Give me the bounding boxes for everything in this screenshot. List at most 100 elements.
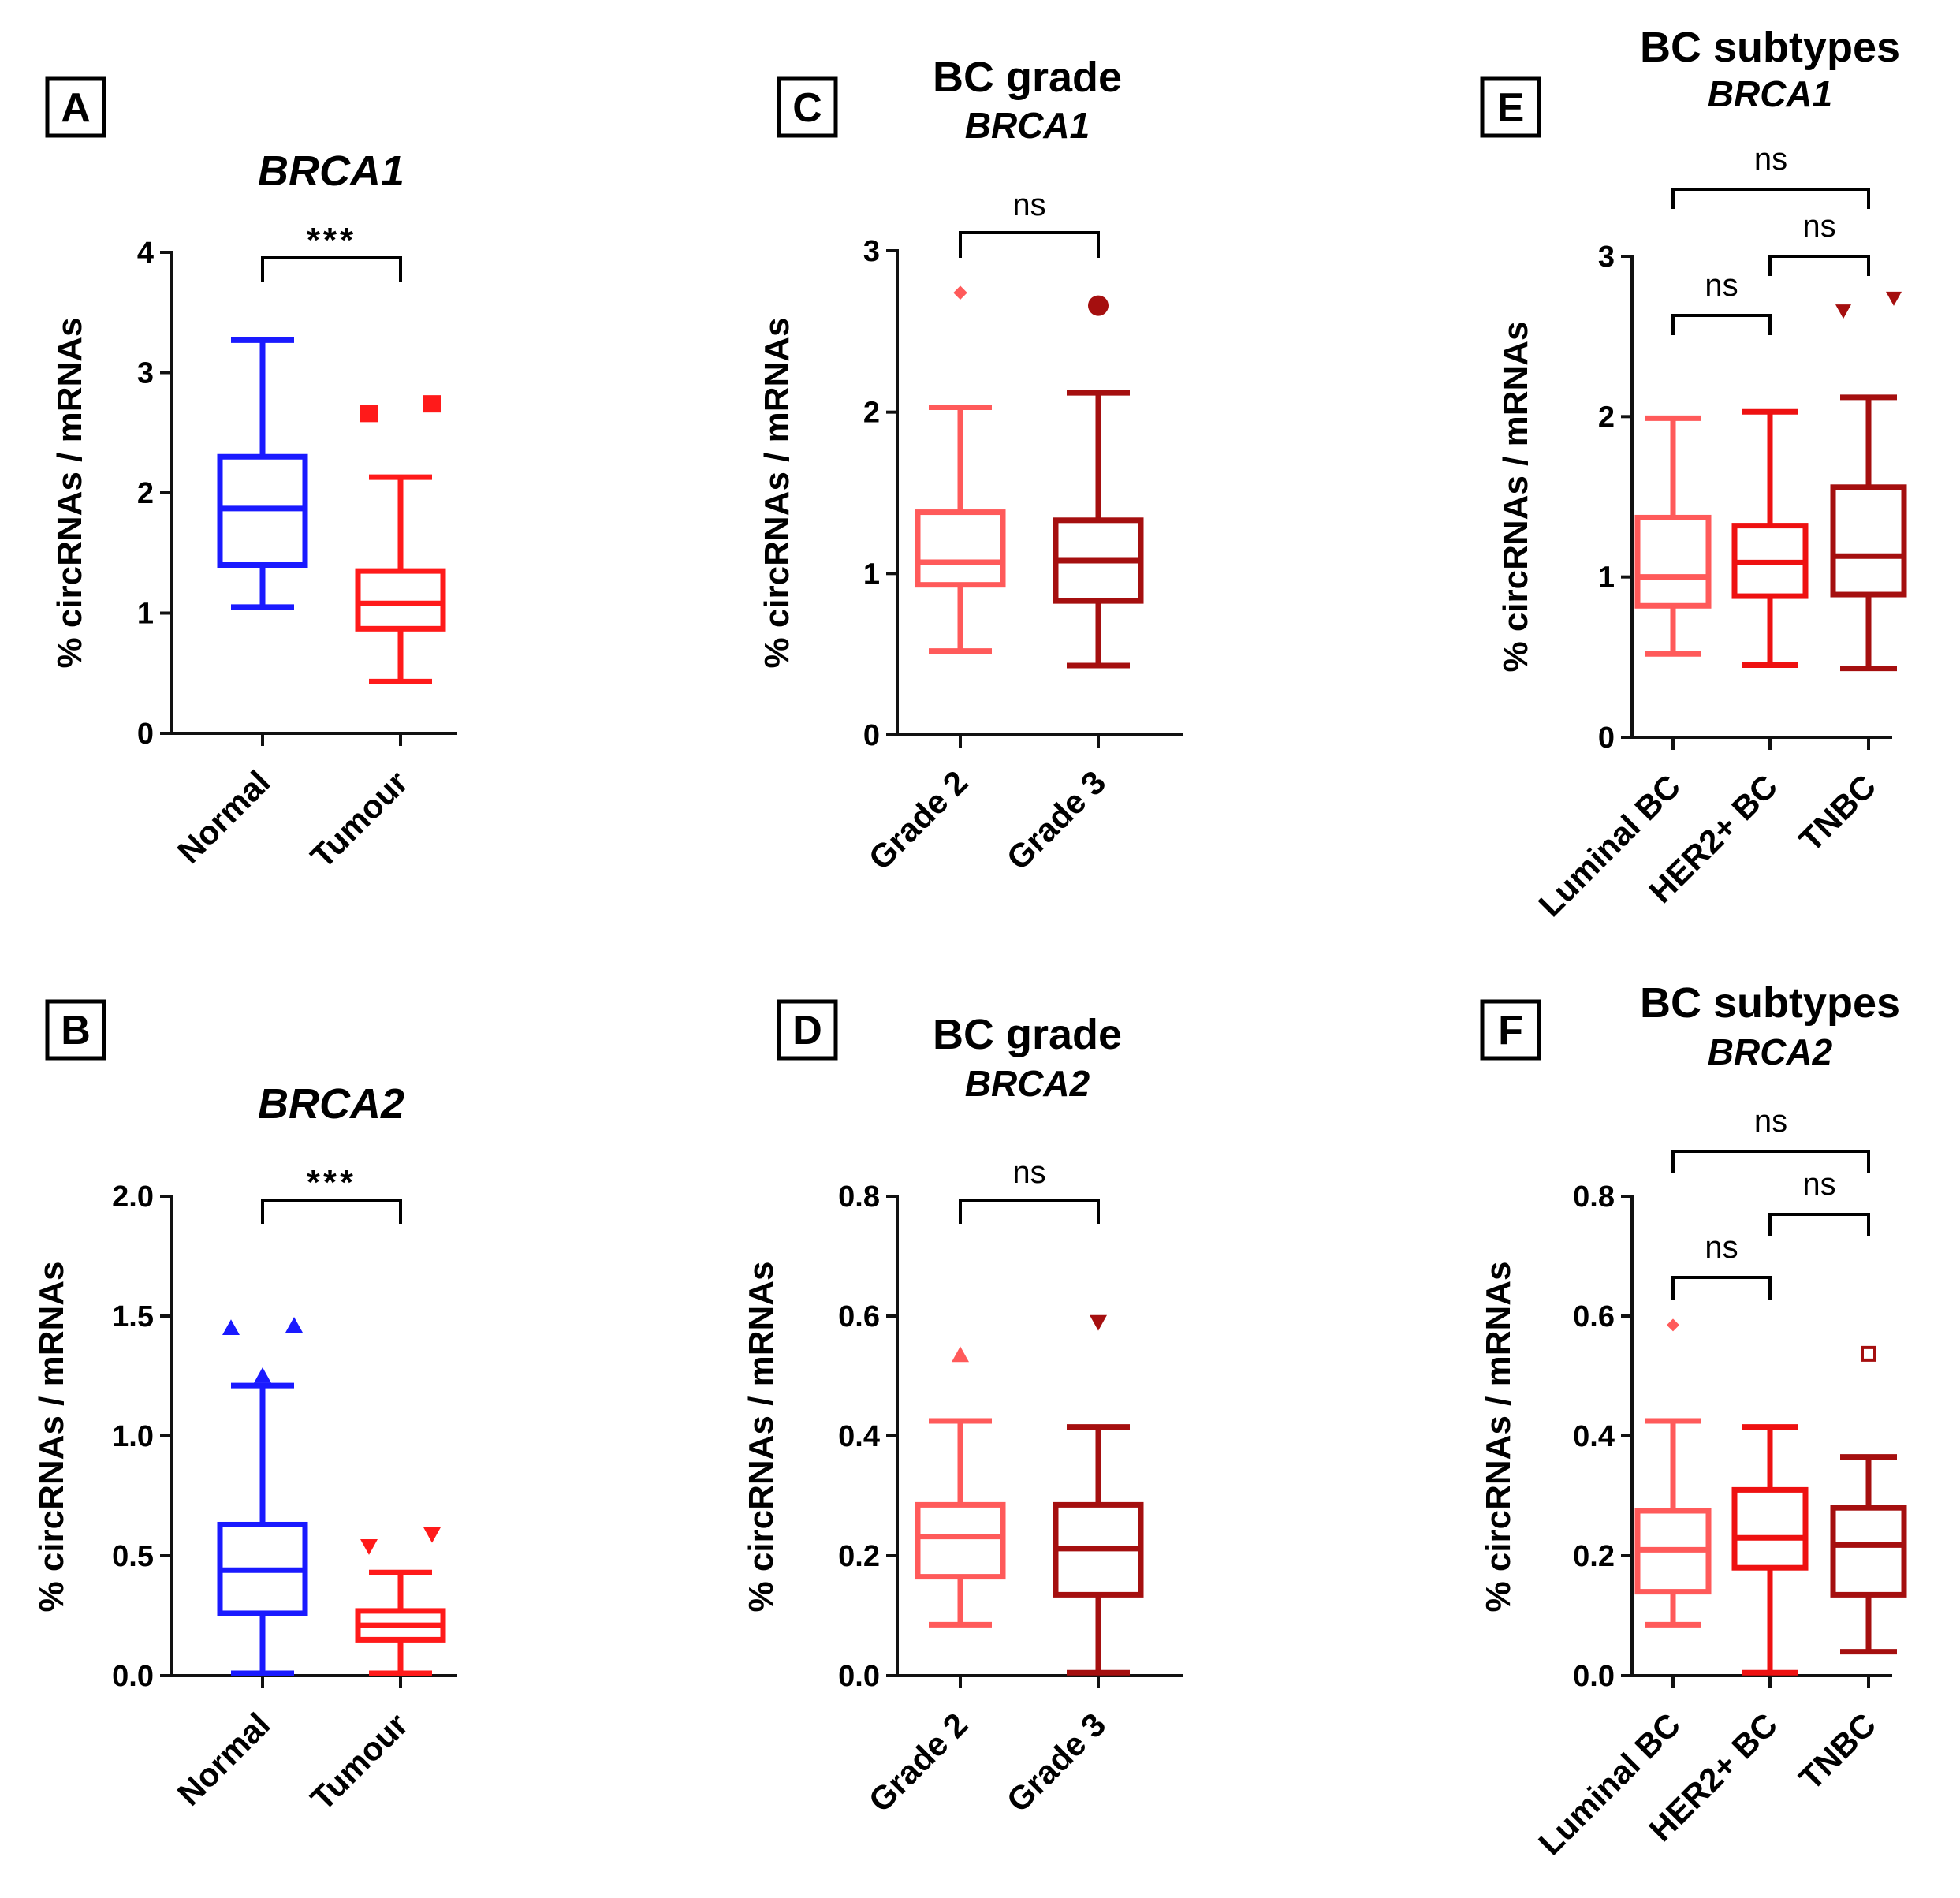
y-tick-label: 2 — [1598, 401, 1615, 434]
box-luminal-bc — [1634, 1318, 1712, 1628]
significance-bracket: ns — [1671, 1104, 1870, 1173]
outlier-point — [360, 405, 378, 423]
significance-label: ns — [1012, 188, 1045, 222]
y-tick-label: 0.5 — [112, 1540, 154, 1573]
y-tick-label: 4 — [137, 237, 154, 270]
bracket-line — [261, 256, 402, 282]
bracket-line — [1671, 314, 1772, 335]
outlier-point — [1835, 304, 1851, 319]
box-normal — [217, 337, 308, 610]
y-tick-label: 0.4 — [838, 1420, 880, 1453]
x-category-label: Tumour — [304, 763, 415, 875]
significance-bracket: *** — [261, 1163, 402, 1224]
x-category-label: TNBC — [1792, 1706, 1884, 1797]
panel-letter: F — [1498, 1008, 1523, 1053]
significance-bracket: ns — [1768, 1167, 1870, 1236]
chart-title: BC subtypes — [1640, 24, 1900, 71]
y-tick-label: 0.2 — [838, 1540, 880, 1573]
y-tick-label: 0 — [137, 718, 154, 751]
y-axis-title: % circRNAs / mRNAs — [742, 1261, 781, 1612]
y-tick-label: 1 — [1598, 561, 1615, 595]
bracket-line — [959, 1199, 1100, 1224]
significance-label: ns — [1754, 142, 1787, 177]
box-iqr — [1731, 1486, 1809, 1571]
x-category-label: TNBC — [1792, 767, 1884, 859]
chart-subtitle: BRCA2 — [965, 1063, 1090, 1104]
significance-label: ns — [1754, 1104, 1787, 1139]
box-iqr — [1830, 1505, 1907, 1598]
outlier-point — [1861, 1345, 1876, 1362]
panel-a: A BRCA1 0 1 2 3 4 % circRNAs / mRNAs Normal Tumou… — [45, 76, 457, 875]
y-tick-label: 0 — [1598, 722, 1615, 755]
box-luminal-bc — [1634, 415, 1712, 657]
box-tnbc — [1830, 1345, 1907, 1655]
y-tick-label: 0.6 — [1573, 1300, 1615, 1333]
box-iqr — [915, 509, 1006, 588]
panel-letter-box — [1480, 76, 1541, 138]
box-iqr — [915, 1501, 1006, 1580]
box-normal — [217, 1317, 308, 1676]
outlier-point — [953, 285, 967, 300]
panel-letter: D — [792, 1008, 822, 1053]
y-tick-label: 2.0 — [112, 1180, 154, 1214]
significance-label: *** — [307, 221, 356, 259]
significance-bracket: ns — [1671, 268, 1772, 335]
box-grade-3 — [1053, 295, 1144, 669]
chart-subtitle: BRCA2 — [1708, 1031, 1833, 1072]
bracket-line — [1671, 1276, 1772, 1300]
panel-letter: B — [61, 1008, 91, 1053]
chart-title: BC grade — [933, 54, 1122, 101]
y-tick-label: 0.0 — [838, 1660, 880, 1693]
outlier-point — [222, 1319, 240, 1335]
y-axis-title: % circRNAs / mRNAs — [758, 317, 796, 668]
y-tick-label: 0.6 — [838, 1300, 880, 1333]
bracket-line — [1671, 188, 1870, 209]
y-tick-label: 3 — [1598, 241, 1615, 274]
significance-bracket: *** — [261, 221, 402, 282]
box-tnbc — [1830, 291, 1907, 672]
bracket-line — [959, 231, 1100, 258]
x-category-label: Normal — [170, 763, 278, 871]
box-iqr — [355, 568, 446, 632]
outlier-point — [423, 1527, 441, 1543]
box-iqr — [1830, 484, 1907, 598]
x-category-label: Grade 2 — [862, 763, 975, 877]
x-category-label: Grade 3 — [1000, 1706, 1113, 1819]
significance-label: ns — [1705, 1230, 1738, 1265]
x-category-label: Tumour — [304, 1706, 415, 1818]
y-tick-label: 1 — [137, 598, 154, 631]
panel-b: B BRCA2 0.0 0.5 1.0 1.5 2.0 % circRNAs / mRNAs N… — [32, 999, 457, 1818]
y-tick-label: 3 — [863, 235, 880, 268]
panel-letter-box — [777, 999, 838, 1061]
outlier-point — [1886, 291, 1902, 306]
outlier-point — [254, 1367, 271, 1383]
y-tick-label: 1.0 — [112, 1420, 154, 1453]
y-tick-label: 3 — [137, 357, 154, 390]
y-tick-label: 0.0 — [112, 1660, 154, 1693]
y-tick-label: 1 — [863, 557, 880, 591]
box-iqr — [1634, 514, 1712, 609]
box-tumour — [355, 395, 446, 684]
outlier-point — [423, 395, 441, 413]
outlier-point — [1667, 1318, 1679, 1332]
box-her2-bc — [1731, 1424, 1809, 1676]
x-category-label: Grade 2 — [862, 1706, 975, 1819]
bracket-line — [1768, 1213, 1870, 1236]
y-axis-title: % circRNAs / mRNAs — [1479, 1261, 1518, 1612]
panel-letter: C — [792, 85, 822, 131]
panel-d: D BC grade BRCA2 0.0 0.2 0.4 0.6 0.8 % circRNAs … — [742, 999, 1183, 1819]
y-axis-title: % circRNAs / mRNAs — [50, 317, 89, 668]
significance-label: ns — [1802, 209, 1835, 244]
panel-letter: E — [1497, 85, 1525, 131]
y-tick-label: 2 — [863, 397, 880, 430]
y-tick-label: 0.8 — [1573, 1180, 1615, 1214]
significance-label: ns — [1012, 1155, 1045, 1190]
outlier-point — [1090, 1314, 1107, 1331]
bracket-line — [1768, 255, 1870, 276]
y-tick-label: 0.8 — [838, 1180, 880, 1214]
significance-bracket: ns — [959, 188, 1100, 258]
